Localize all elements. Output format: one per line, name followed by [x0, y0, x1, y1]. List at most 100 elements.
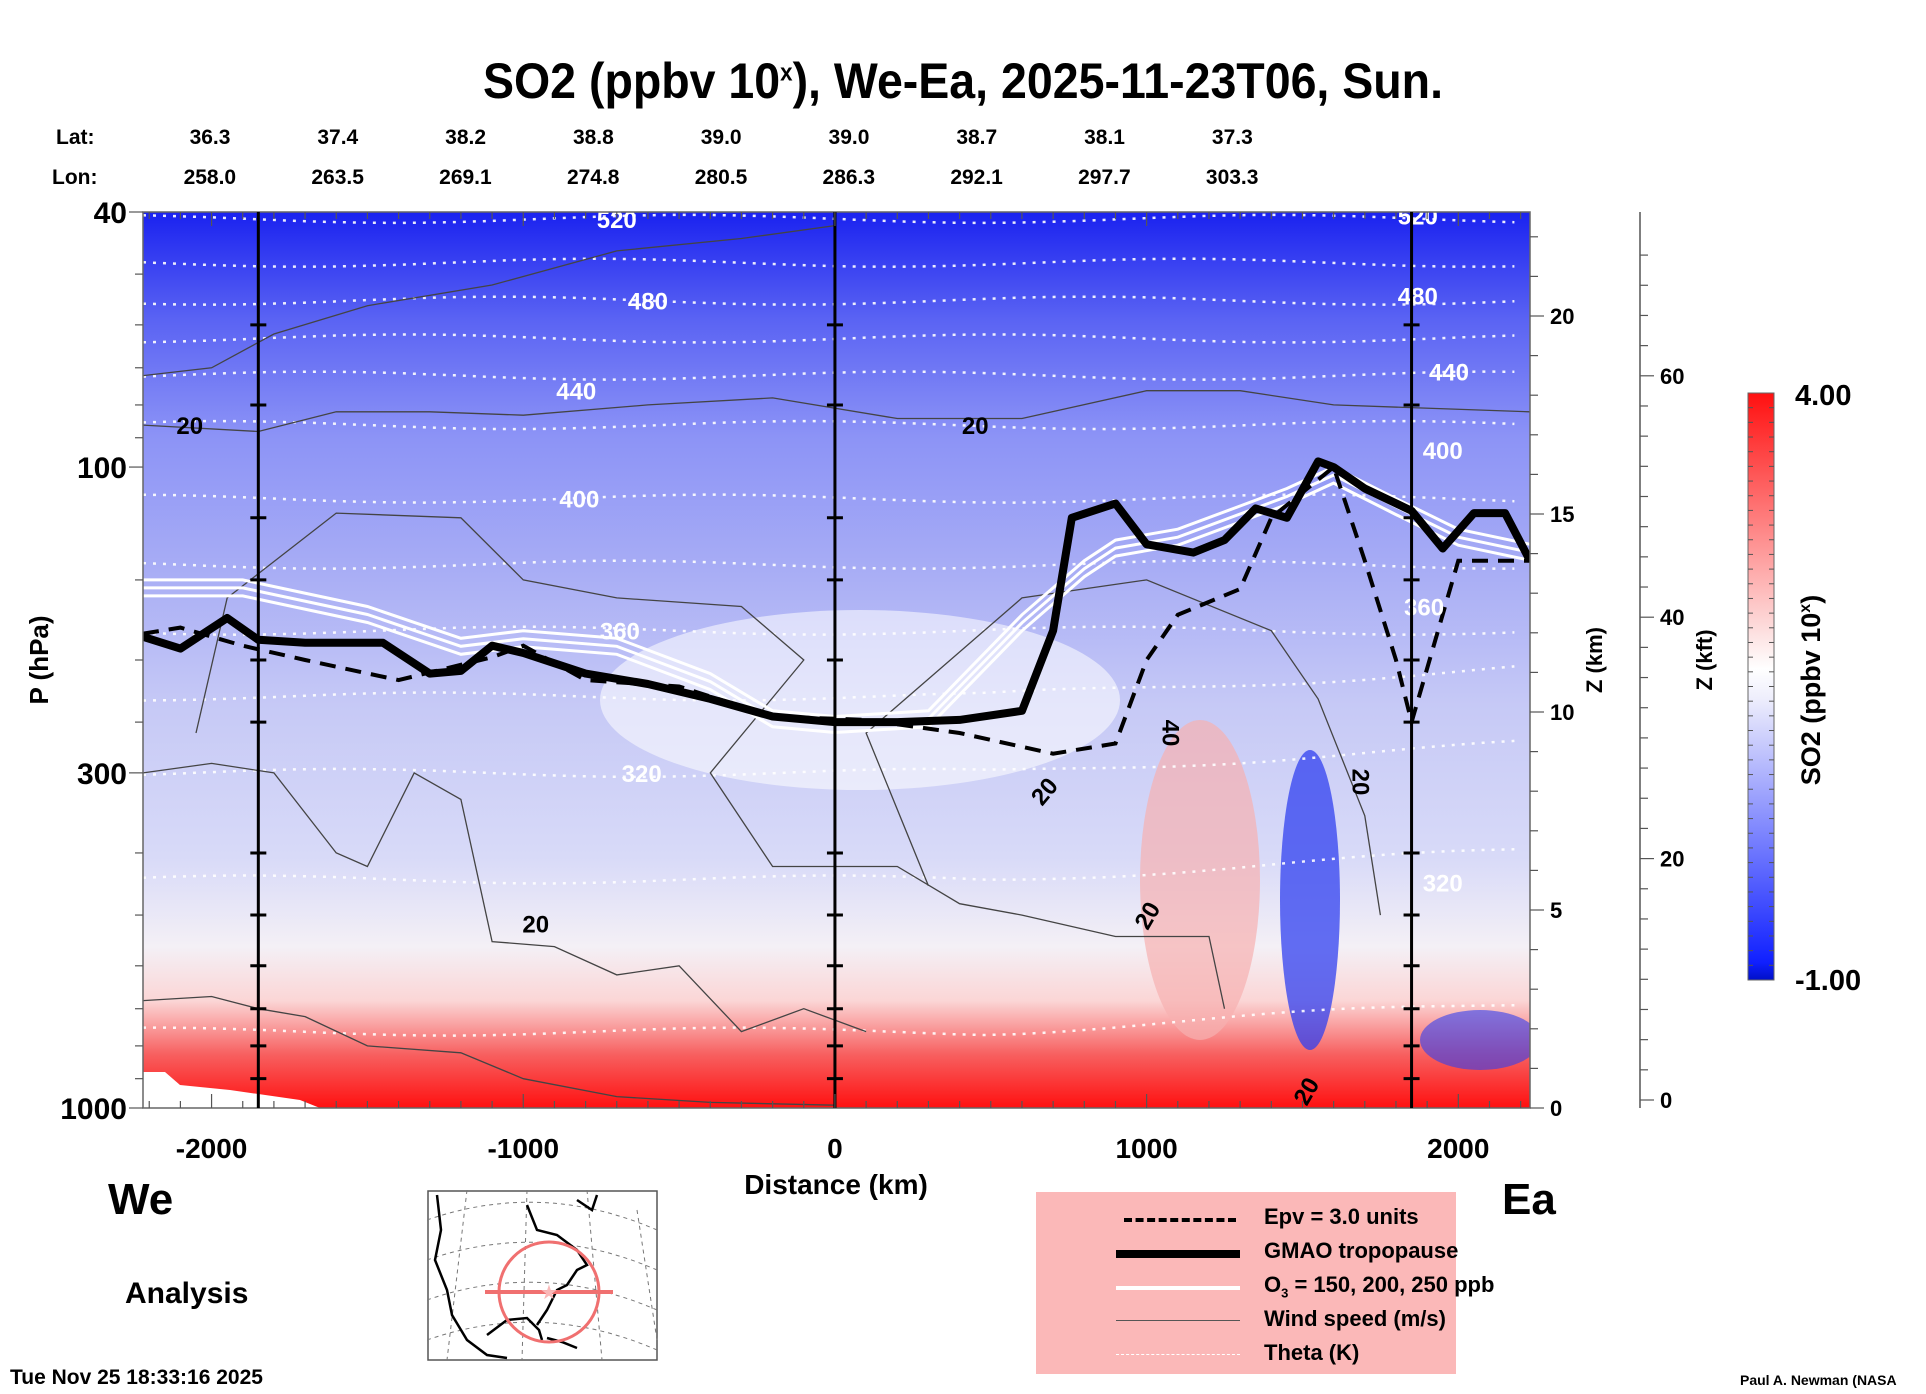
tropopause-line — [143, 457, 1530, 727]
z-kft-axis-title: Z (kft) — [1692, 629, 1717, 690]
ozone-contour — [143, 465, 1530, 719]
thin-line-sample — [1116, 1320, 1240, 1321]
wind-contour — [143, 224, 835, 377]
analysis-label: Analysis — [125, 1277, 249, 1310]
timestamp: Tue Nov 25 18:33:16 2025 — [10, 1366, 263, 1389]
inset-map: ★ — [427, 1190, 658, 1361]
x-tick-label: -1000 — [487, 1133, 559, 1164]
lat-value: 39.0 — [700, 126, 742, 149]
lon-value: 292.1 — [950, 166, 1003, 189]
lon-value: 269.1 — [439, 166, 492, 189]
y-axis-pressure: 40 100 300 1000 — [60, 197, 143, 1126]
so2-high-plume — [1140, 720, 1260, 1040]
z-kft-tick-label: 40 — [1660, 605, 1684, 630]
y-axis-z-km: 0 5 10 15 20 — [1530, 236, 1574, 1121]
legend-item-theta: Theta (K) — [1076, 1340, 1456, 1370]
lon-value: 280.5 — [694, 166, 748, 189]
theta-label: 480 — [628, 289, 668, 316]
wind-speed-label: 40 — [1157, 720, 1184, 747]
credit: Paul A. Newman (NASA — [1740, 1372, 1897, 1388]
theta-label: 520 — [597, 207, 637, 234]
z-kft-tick-label: 20 — [1660, 847, 1684, 872]
lat-value: 37.4 — [317, 126, 359, 149]
lon-value: 297.7 — [1078, 166, 1131, 189]
wind-speed-label: 20 — [522, 911, 549, 938]
z-km-tick-label: 10 — [1550, 700, 1574, 725]
x-tick-label: 1000 — [1115, 1133, 1177, 1164]
z-km-axis-title: Z (km) — [1582, 627, 1607, 693]
lat-value: 37.3 — [1211, 126, 1253, 149]
east-label: Ea — [1502, 1175, 1556, 1224]
theta-label: 360 — [600, 619, 640, 646]
z-km-tick-label: 5 — [1550, 898, 1562, 923]
center-star-icon: ★ — [540, 1282, 558, 1304]
legend-item-tropopause: GMAO tropopause — [1076, 1238, 1458, 1268]
colorbar-title: SO2 (ppbv 10x) — [1796, 595, 1826, 785]
theta-label: 360 — [1404, 594, 1444, 621]
lat-value: 38.2 — [445, 126, 487, 149]
x-tick-label: 0 — [827, 1133, 843, 1164]
y-axis-title: P (hPa) — [24, 615, 54, 704]
x-axis-title: Distance (km) — [744, 1169, 928, 1200]
lat-value: 39.0 — [828, 126, 870, 149]
legend-item-epv: Epv = 3.0 units — [1076, 1204, 1456, 1234]
lat-value: 38.1 — [1084, 126, 1125, 149]
epv-contours — [143, 463, 1530, 756]
lon-value: 263.5 — [311, 166, 364, 189]
z-kft-tick-label: 60 — [1660, 364, 1684, 389]
colorbar-ticks — [1748, 407, 1774, 966]
vertical-markers — [250, 212, 1420, 1108]
lon-value: 303.3 — [1205, 166, 1259, 189]
white-line-sample — [1116, 1286, 1240, 1290]
chart-title: SO2 (ppbv 10x), We-Ea, 2025-11-23T06, Su… — [482, 53, 1444, 109]
lon-value: 258.0 — [183, 166, 237, 189]
colorbar-min-label: -1.00 — [1795, 965, 1861, 997]
lat-value: 38.8 — [572, 126, 614, 149]
legend: Epv = 3.0 units GMAO tropopause O3 = 150… — [1036, 1192, 1494, 1374]
wind-contour — [865, 579, 1382, 916]
y-tick-label: 40 — [94, 197, 127, 230]
theta-label: 480 — [1398, 284, 1438, 311]
lon-value: 274.8 — [566, 166, 620, 189]
theta-label: 520 — [1398, 203, 1438, 230]
so2-low-plume — [1280, 750, 1340, 1050]
lon-value: 286.3 — [822, 166, 876, 189]
theta-label: 440 — [1429, 360, 1469, 387]
so2-low-region — [600, 610, 1120, 790]
theta-label: 320 — [1423, 871, 1463, 898]
z-km-tick-label: 20 — [1550, 304, 1574, 329]
y-tick-label: 100 — [77, 452, 127, 485]
wind-speed-label: 20 — [176, 413, 203, 440]
inset-map-frame — [427, 1190, 658, 1361]
y-tick-label: 300 — [77, 758, 127, 791]
x-tick-label: 2000 — [1427, 1133, 1489, 1164]
thick-line-sample — [1116, 1250, 1240, 1258]
wind-speed-label: 20 — [1347, 769, 1374, 796]
ozone-contour — [143, 473, 1530, 727]
lat-label: Lat: — [56, 126, 95, 149]
x-tick-label: -2000 — [176, 1133, 248, 1164]
theta-label: 400 — [559, 487, 599, 514]
y-axis-z-kft: 0 20 40 60 — [1639, 212, 1684, 1113]
legend-item-wind: Wind speed (m/s) — [1076, 1306, 1456, 1336]
theta-label: 320 — [622, 761, 662, 788]
dotted-line-sample — [1116, 1354, 1240, 1355]
theta-label: 400 — [1423, 438, 1463, 465]
ozone-contour — [143, 481, 1530, 735]
lon-label: Lon: — [52, 166, 98, 189]
epv-contour — [143, 463, 1530, 756]
x-axis: -2000 -1000 0 1000 2000 — [148, 212, 1522, 1164]
lat-value: 38.7 — [956, 126, 998, 149]
legend-item-ozone: O3 = 150, 200, 250 ppb — [1076, 1272, 1494, 1302]
coastlines — [433, 1194, 599, 1360]
z-kft-tick-label: 0 — [1660, 1088, 1672, 1113]
wind-contour — [143, 390, 1530, 433]
terrain-mask — [143, 1072, 320, 1108]
so2-low-patch — [1420, 1010, 1530, 1070]
wind-contour — [143, 762, 867, 1033]
lat-value: 36.3 — [189, 126, 231, 149]
graticule — [427, 1190, 658, 1361]
y-tick-label: 1000 — [60, 1093, 127, 1126]
wind-contour — [143, 995, 835, 1106]
